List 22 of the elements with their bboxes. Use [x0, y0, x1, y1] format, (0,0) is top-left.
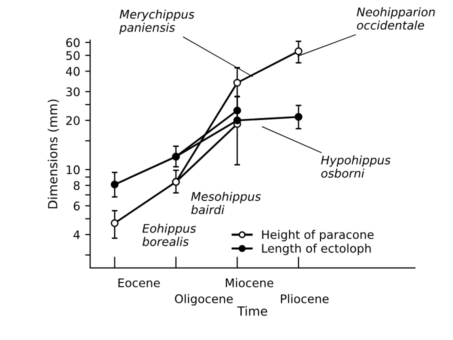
text: Pliocene: [280, 294, 329, 304]
y-tick-label: 6: [74, 202, 80, 210]
y-tick-label: 8: [74, 181, 80, 190]
text: Neohipparion occidentale: [356, 7, 435, 30]
y-tick-label: 4: [73, 230, 80, 240]
annotation: Mesohippus bairdi: [191, 192, 261, 214]
y-tick-label: 40: [66, 66, 80, 76]
annotation: Eohippus borealis: [142, 224, 196, 246]
x-axis-title: Time: [237, 306, 268, 316]
y-axis-title: Dimensions (mm): [48, 100, 59, 208]
legend-label: Height of paracone: [262, 230, 374, 242]
text: Merychippus paniensis: [119, 10, 194, 34]
text: Eocene: [118, 278, 160, 288]
annotation: Hypohippus osborni: [321, 155, 390, 178]
y-tick-label: 10: [66, 165, 80, 174]
y-tick-label: 30: [66, 87, 80, 96]
y-tick-label: 20: [66, 116, 80, 126]
y-tick-label: 60: [66, 38, 80, 48]
legend-label: Length of ectoloph: [262, 244, 371, 256]
text: Miocene: [226, 278, 274, 288]
y-tick-label: 50: [66, 51, 80, 60]
text: Oligocene: [174, 294, 233, 306]
